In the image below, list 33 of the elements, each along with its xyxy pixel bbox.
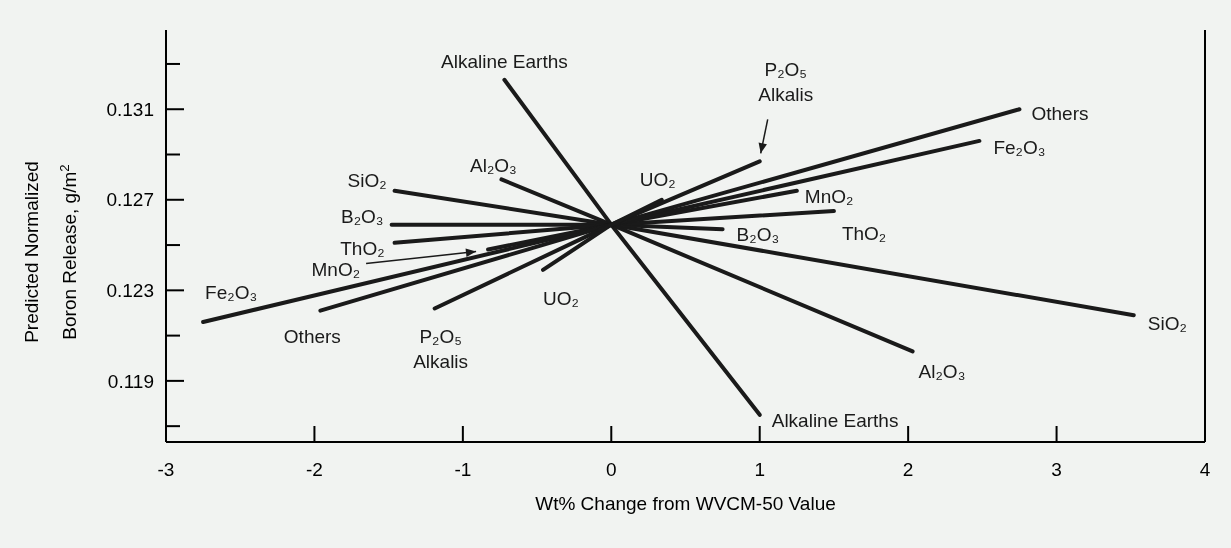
series-label: Others xyxy=(1031,102,1089,124)
text: P₂O₅ Alkalis xyxy=(758,58,814,105)
x-tick-label: -3 xyxy=(157,459,175,480)
text: UO₂ xyxy=(543,287,579,309)
x-tick-label: 3 xyxy=(1051,459,1062,480)
series-label: Al₂O₃ xyxy=(470,155,517,177)
text: B₂O₃ xyxy=(736,223,780,245)
y-tick-label: 0.127 xyxy=(106,189,154,211)
x-tick-label: 1 xyxy=(754,459,765,480)
series-label: ThO₂ xyxy=(340,238,385,260)
series-label: Alkaline Earths xyxy=(771,410,899,432)
series-label: MnO₂ xyxy=(804,186,854,208)
x-tick-label: 0 xyxy=(606,459,617,480)
series-label: UO₂ xyxy=(639,169,676,191)
y-tick-label: 0.131 xyxy=(106,98,154,120)
series-label: B₂O₃ xyxy=(341,206,384,228)
x-tick-label: 2 xyxy=(902,459,914,480)
y-tick-label: 0.123 xyxy=(106,279,154,301)
text: SiO₂ xyxy=(1147,312,1187,334)
x-tick-label: -2 xyxy=(305,459,323,480)
series-label: SiO₂ xyxy=(347,170,387,192)
text: Alkaline Earths xyxy=(441,51,568,73)
series-label: P₂O₅ Alkalis xyxy=(413,326,469,372)
x-axis-title: Wt% Change from WVCM-50 Value xyxy=(535,493,836,514)
y-tick-label: 0.119 xyxy=(107,370,154,392)
x-tick-label: -1 xyxy=(454,459,472,480)
text: ThO₂ xyxy=(841,222,887,244)
x-tick-label: 4 xyxy=(1199,459,1211,480)
text: MnO₂ xyxy=(311,259,361,281)
text: Others xyxy=(283,326,341,348)
series-label: Fe₂O₃ xyxy=(205,281,258,303)
text: Al₂O₃ xyxy=(918,361,966,383)
text: Fe₂O₃ xyxy=(993,136,1046,158)
